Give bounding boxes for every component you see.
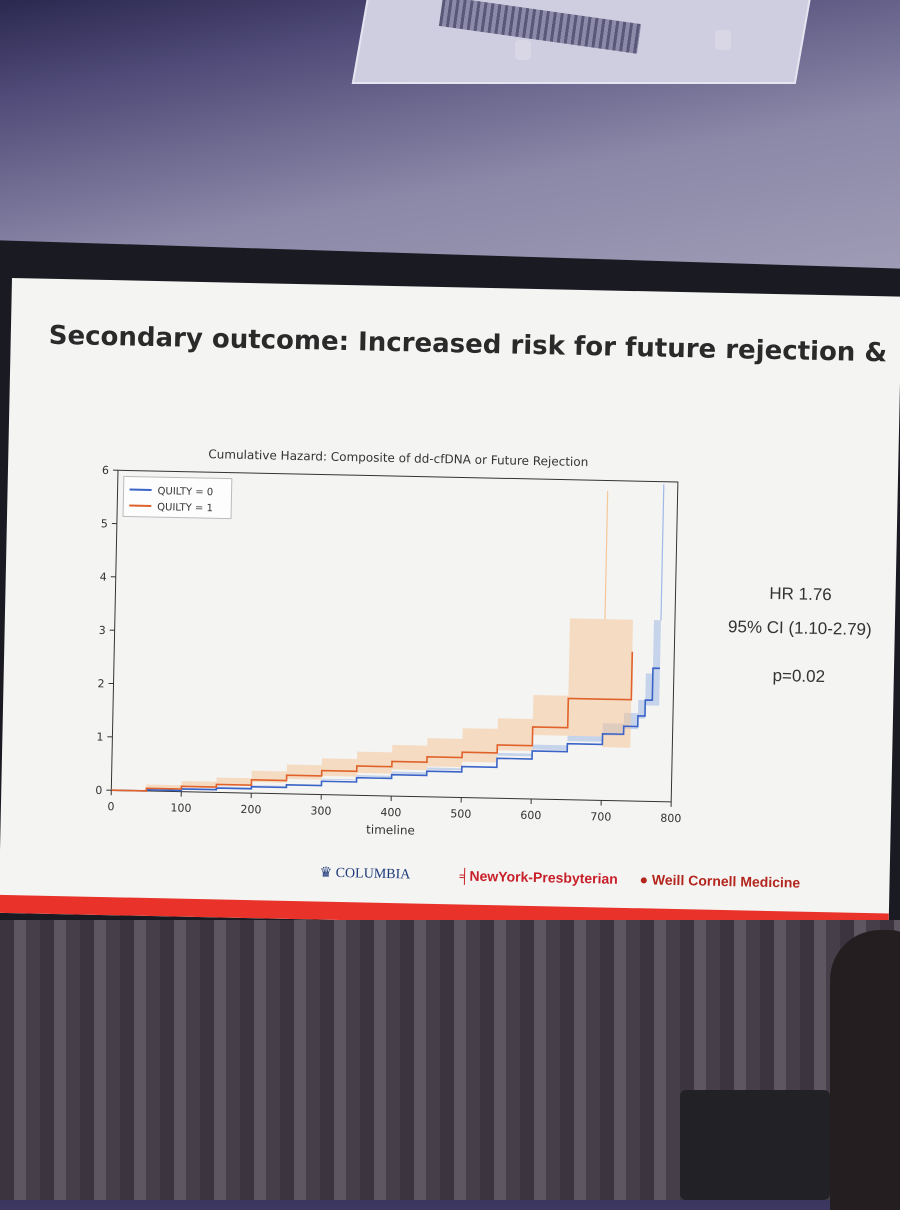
y-tick-label: 0 (95, 784, 102, 797)
x-tick-label: 100 (170, 801, 191, 814)
ci-spike-series-0 (661, 484, 664, 620)
ceiling-light (515, 40, 531, 60)
nyp-logo: ╡NewYork-Presbyterian (459, 868, 618, 887)
shield-icon: ● (639, 871, 648, 887)
legend-label: QUILTY = 0 (157, 486, 213, 498)
presentation-slide: Secondary outcome: Increased risk for fu… (0, 278, 900, 931)
ci-band-series-1 (111, 609, 633, 801)
x-tick-label: 300 (310, 804, 331, 817)
x-axis-label: timeline (366, 823, 415, 838)
legend-label: QUILTY = 1 (157, 502, 213, 514)
x-tick-label: 0 (107, 800, 114, 813)
x-tick-label: 800 (660, 812, 681, 825)
ceiling-light (715, 30, 731, 50)
stats-panel: HR 1.76 95% CI (1.10-2.79) p=0.02 (718, 583, 880, 702)
hazard-ratio: HR 1.76 (720, 583, 880, 606)
ci-spike-series-1 (605, 491, 608, 619)
cumulative-hazard-chart: Cumulative Hazard: Composite of dd-cfDNA… (70, 429, 699, 862)
p-value: p=0.02 (719, 665, 879, 688)
weill-cornell-logo-text: Weill Cornell Medicine (652, 872, 801, 891)
x-tick-label: 400 (380, 806, 401, 819)
x-tick-label: 700 (590, 810, 611, 823)
slide-title: Secondary outcome: Increased risk for fu… (48, 321, 900, 372)
sponsor-logos: ♛ COLUMBIA ╡NewYork-Presbyterian ● Weill… (309, 864, 869, 900)
crown-icon: ♛ (319, 866, 332, 881)
y-tick-label: 4 (100, 571, 107, 584)
audience-member (830, 930, 900, 1210)
y-tick-label: 3 (99, 624, 106, 637)
columbia-logo-text: COLUMBIA (336, 866, 411, 883)
weill-cornell-logo: ● Weill Cornell Medicine (639, 871, 800, 890)
video-camera (680, 1090, 830, 1200)
columbia-logo: ♛ COLUMBIA (319, 865, 410, 884)
chart-svg: Cumulative Hazard: Composite of dd-cfDNA… (70, 429, 699, 862)
y-tick-label: 5 (101, 517, 108, 530)
nyp-logo-text: NewYork-Presbyterian (469, 868, 618, 887)
confidence-interval: 95% CI (1.10-2.79) (720, 617, 880, 640)
nyp-icon: ╡ (459, 868, 469, 884)
y-tick-label: 2 (97, 677, 104, 690)
y-tick-label: 1 (96, 731, 103, 744)
y-tick-label: 6 (102, 464, 109, 477)
x-tick-label: 600 (520, 809, 541, 822)
x-tick-label: 200 (240, 803, 261, 816)
x-tick-label: 500 (450, 807, 471, 820)
chart-title: Cumulative Hazard: Composite of dd-cfDNA… (208, 447, 588, 469)
